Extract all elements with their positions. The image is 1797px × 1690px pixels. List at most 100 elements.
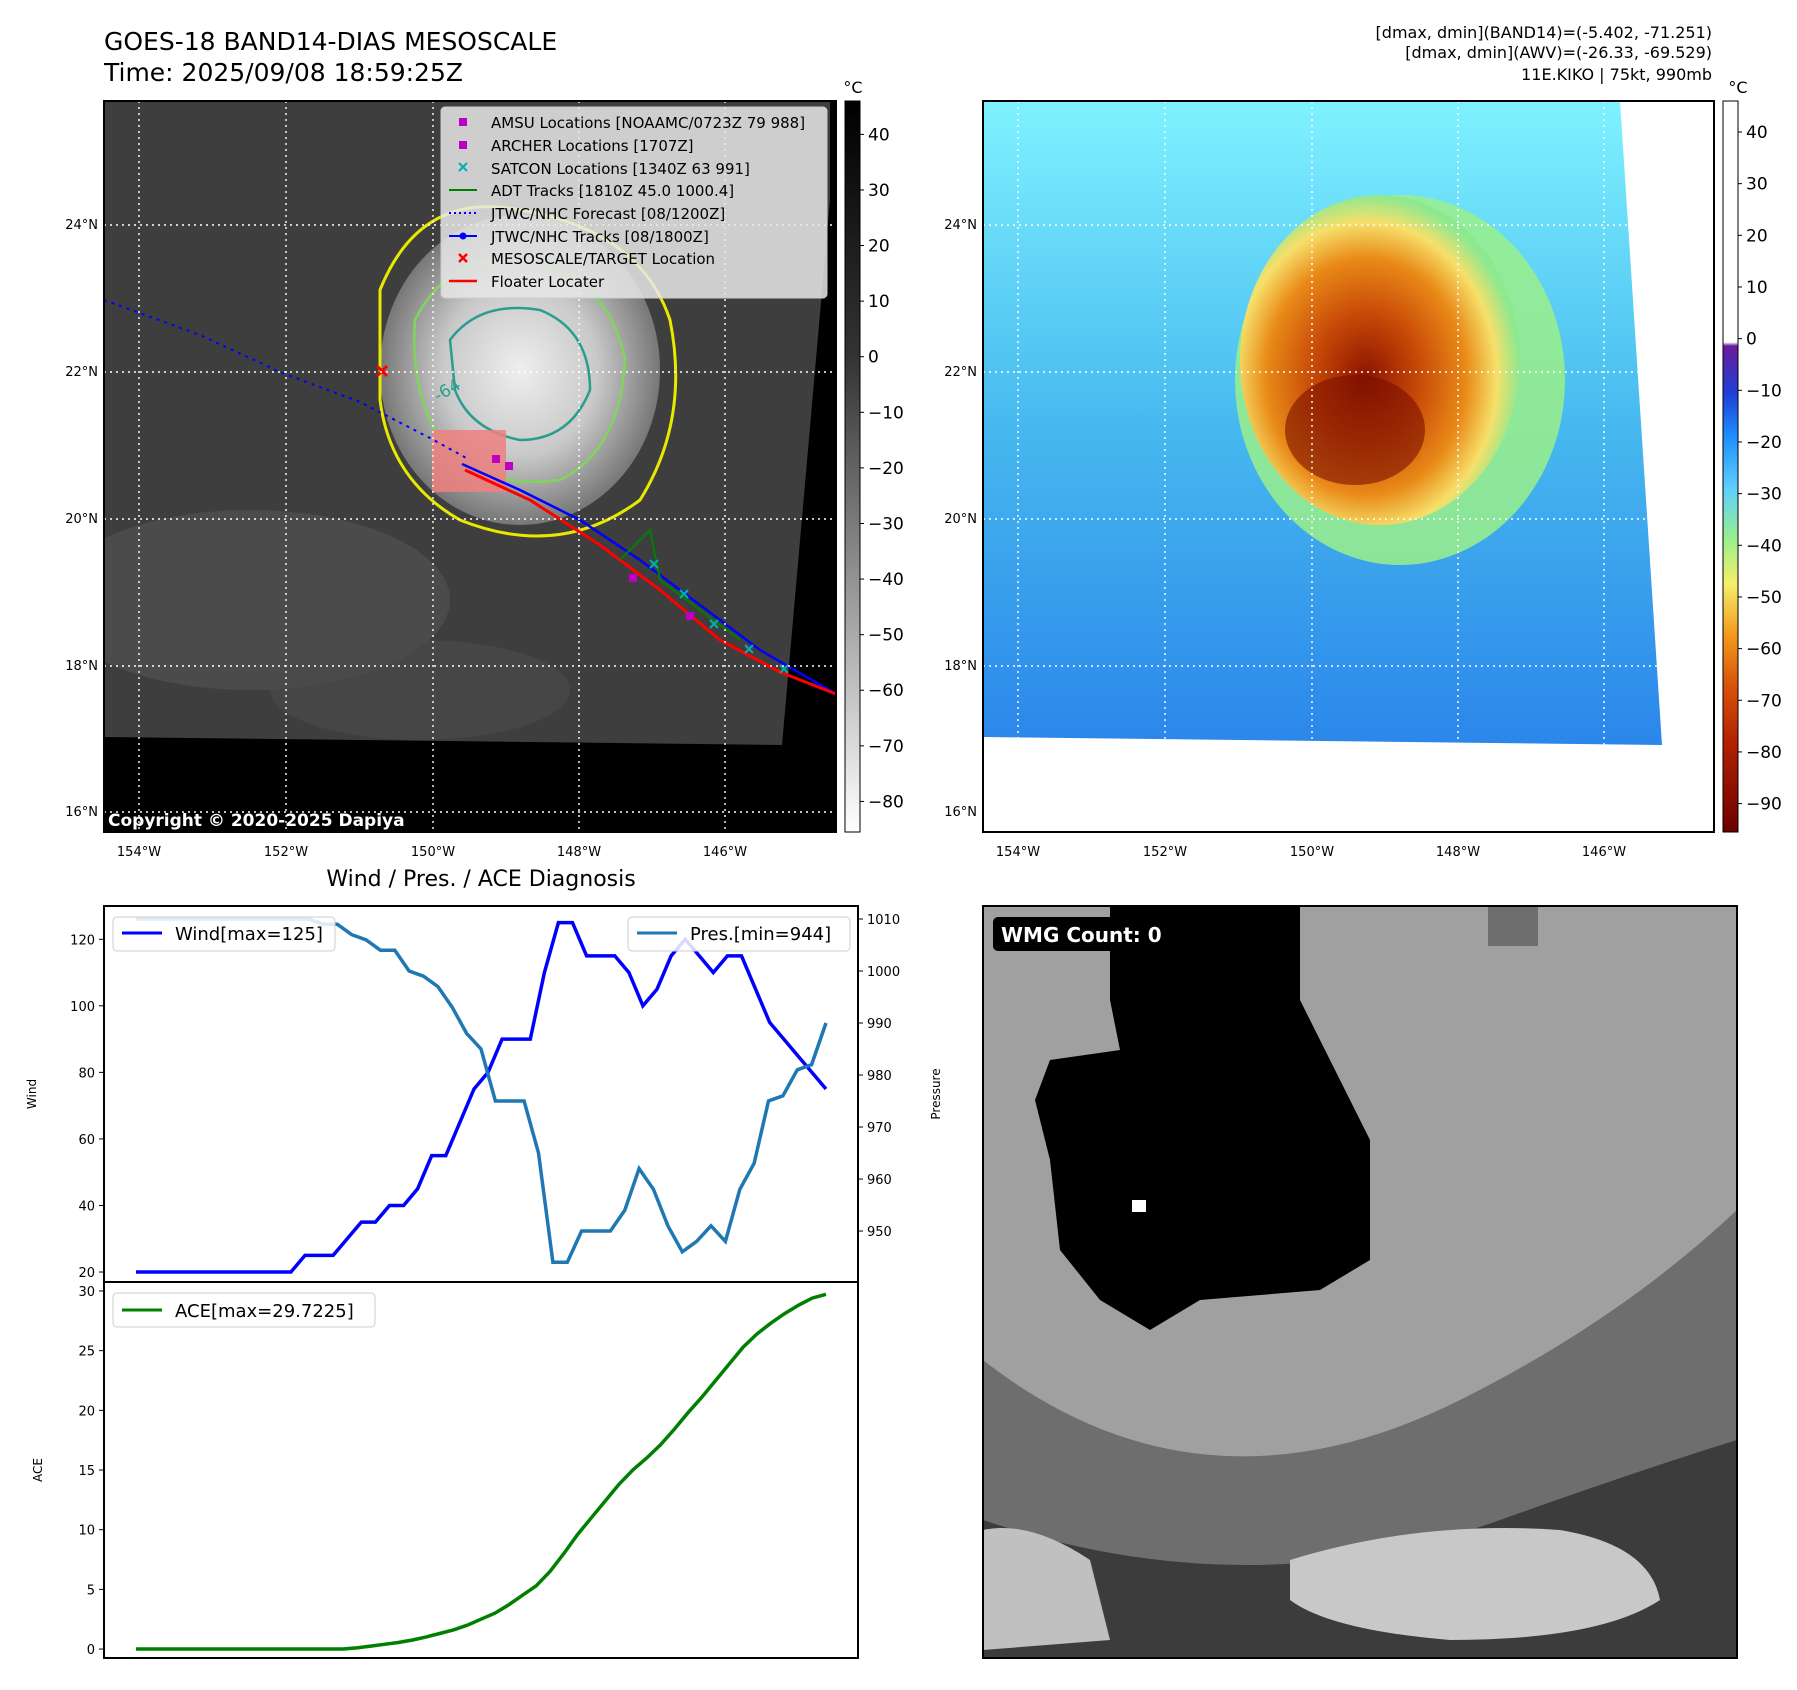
gray-colorbar-tick-label: 20 <box>868 237 890 257</box>
map2-lon-label: 154°W <box>996 845 1040 860</box>
map2-lat-label: 22°N <box>944 365 977 380</box>
pressure-tick-label: 980 <box>867 1069 892 1084</box>
legend-item-adt: ADT Tracks [1810Z 45.0 1000.4] <box>491 182 734 200</box>
color-colorbar-tick-label: 30 <box>1746 175 1768 195</box>
gray-colorbar-tick-label: −30 <box>868 514 904 534</box>
pressure-tick-label: 960 <box>867 1173 892 1188</box>
map-legend: AMSU Locations [NOAAMC/0723Z 79 988] ARC… <box>440 106 828 299</box>
ace-tick-label: 15 <box>78 1464 95 1479</box>
wind-axis-label: Wind <box>25 1079 39 1109</box>
ace-tick-label: 30 <box>78 1285 95 1300</box>
color-colorbar-ticks: 40 30 20 10 0 −10 −20 −30 −40 −50 −60 −70 −80 −90 <box>1738 123 1782 815</box>
legend-item-forecast: JTWC/NHC Forecast [08/1200Z] <box>490 205 725 223</box>
legend-satcon-icon <box>458 162 468 172</box>
pressure-legend <box>627 916 851 952</box>
copyright-label: Copyright © 2020-2025 Dapiya <box>108 811 405 831</box>
figure-title: GOES-18 BAND14-DIAS MESOSCALE <box>104 27 557 56</box>
legend-item-floater: Floater Locater <box>491 273 605 291</box>
legend-target-icon <box>458 253 468 263</box>
color-colorbar-tick-label: −50 <box>1746 588 1782 608</box>
gray-colorbar-ticks: 40 30 20 10 0 −10 −20 −30 −40 −50 −60 −70 −80 <box>860 125 904 812</box>
ace-tick-label: 10 <box>78 1524 95 1539</box>
legend-item-tracks: JTWC/NHC Tracks [08/1800Z] <box>490 228 709 246</box>
ir-color-map <box>983 101 1714 832</box>
map1-lon-label: 150°W <box>411 845 455 860</box>
wmg-panel-frame <box>982 905 1738 1659</box>
color-colorbar-tick-label: −30 <box>1746 485 1782 505</box>
legend-item-satcon: SATCON Locations [1340Z 63 991] <box>491 160 750 178</box>
info-line-2: [dmax, dmin](AWV)=(-26.33, -69.529) <box>1405 43 1712 62</box>
color-colorbar-tick-label: −10 <box>1746 381 1782 401</box>
pressure-tick-label: 990 <box>867 1017 892 1032</box>
map2-lon-label: 146°W <box>1582 845 1626 860</box>
ace-series-line <box>136 1292 827 1651</box>
info-line-1: [dmax, dmin](BAND14)=(-5.402, -71.251) <box>1376 23 1712 42</box>
gray-colorbar-tick-label: 10 <box>868 292 890 312</box>
pressure-tick-label: 950 <box>867 1225 892 1240</box>
wind-tick-label: 120 <box>70 933 95 948</box>
gray-colorbar-tick-label: 40 <box>868 125 890 145</box>
ace-tick-label: 25 <box>78 1345 95 1360</box>
color-colorbar-tick-label: −90 <box>1746 795 1782 815</box>
ir-color-map-frame <box>982 100 1715 833</box>
map2-lon-label: 150°W <box>1290 845 1334 860</box>
pressure-legend-label: Pres.[min=944] <box>690 924 831 945</box>
gray-colorbar-tick-label: −40 <box>868 570 904 590</box>
color-colorbar-tick-label: −40 <box>1746 536 1782 556</box>
legend-archer-icon <box>459 141 467 149</box>
wind-legend <box>112 916 336 952</box>
gray-colorbar-tick-label: −60 <box>868 681 904 701</box>
map1-lon-label: 148°W <box>557 845 601 860</box>
map1-lat-label: 22°N <box>65 365 98 380</box>
info-line-3: 11E.KIKO | 75kt, 990mb <box>1521 65 1712 84</box>
ace-tick-label: 5 <box>87 1583 95 1598</box>
legend-item-amsu: AMSU Locations [NOAAMC/0723Z 79 988] <box>491 114 805 132</box>
wmg-panel: WMG Count: 0 <box>982 905 1738 1659</box>
color-colorbar <box>1722 100 1739 833</box>
map1-lat-label: 16°N <box>65 805 98 820</box>
diagnosis-title: Wind / Pres. / ACE Diagnosis <box>326 867 635 892</box>
gray-colorbar-tick-label: 0 <box>868 348 879 368</box>
figure-time: Time: 2025/09/08 18:59:25Z <box>103 58 463 87</box>
wind-legend-label: Wind[max=125] <box>175 924 323 945</box>
gray-colorbar-tick-label: −70 <box>868 737 904 757</box>
gray-colorbar-tick-label: −10 <box>868 403 904 423</box>
ace-legend-label: ACE[max=29.7225] <box>175 1301 354 1322</box>
color-colorbar-tick-label: −70 <box>1746 691 1782 711</box>
map2-lat-label: 18°N <box>944 659 977 674</box>
ace-tick-label: 0 <box>87 1643 95 1658</box>
gray-colorbar-unit: °C <box>843 78 862 97</box>
wmg-count-badge <box>993 917 1173 951</box>
color-colorbar-unit: °C <box>1728 78 1747 97</box>
color-colorbar-tick-label: −80 <box>1746 743 1782 763</box>
ace-axis-label: ACE <box>31 1458 45 1482</box>
map2-lat-label: 16°N <box>944 805 977 820</box>
wind-tick-label: 100 <box>70 1000 95 1015</box>
gray-colorbar <box>844 100 861 833</box>
ace-tick-label: 20 <box>78 1404 95 1419</box>
color-colorbar-tick-label: 0 <box>1746 330 1757 350</box>
pressure-tick-label: 1010 <box>867 913 900 928</box>
map1-lon-label: 152°W <box>264 845 308 860</box>
legend-item-archer: ARCHER Locations [1707Z] <box>491 137 694 155</box>
gray-colorbar-tick-label: −80 <box>868 792 904 812</box>
pressure-tick-label: 1000 <box>867 965 900 980</box>
map2-lon-label: 148°W <box>1436 845 1480 860</box>
gray-colorbar-tick-label: −50 <box>868 626 904 646</box>
legend-tracks-icon <box>449 232 477 240</box>
map1-lat-label: 18°N <box>65 659 98 674</box>
map1-lon-label: 146°W <box>703 845 747 860</box>
map2-lat-label: 24°N <box>944 218 977 233</box>
wind-pressure-chart: 20 40 60 80 100 120 950 960 970 980 990 1000 1010 W… <box>25 905 943 1283</box>
wind-tick-label: 80 <box>78 1066 95 1081</box>
map1-lat-label: 20°N <box>65 512 98 527</box>
wind-tick-label: 60 <box>78 1133 95 1148</box>
wind-series-line <box>136 920 828 1274</box>
ace-chart: 0 5 10 15 20 25 30 ACE ACE[max=29.7225] <box>31 1281 859 1659</box>
legend-amsu-icon <box>459 118 467 126</box>
pressure-tick-label: 970 <box>867 1121 892 1136</box>
map1-lat-label: 24°N <box>65 218 98 233</box>
color-colorbar-tick-label: 20 <box>1746 226 1768 246</box>
ir-gray-map-frame <box>103 100 837 833</box>
gray-colorbar-tick-label: −20 <box>868 459 904 479</box>
